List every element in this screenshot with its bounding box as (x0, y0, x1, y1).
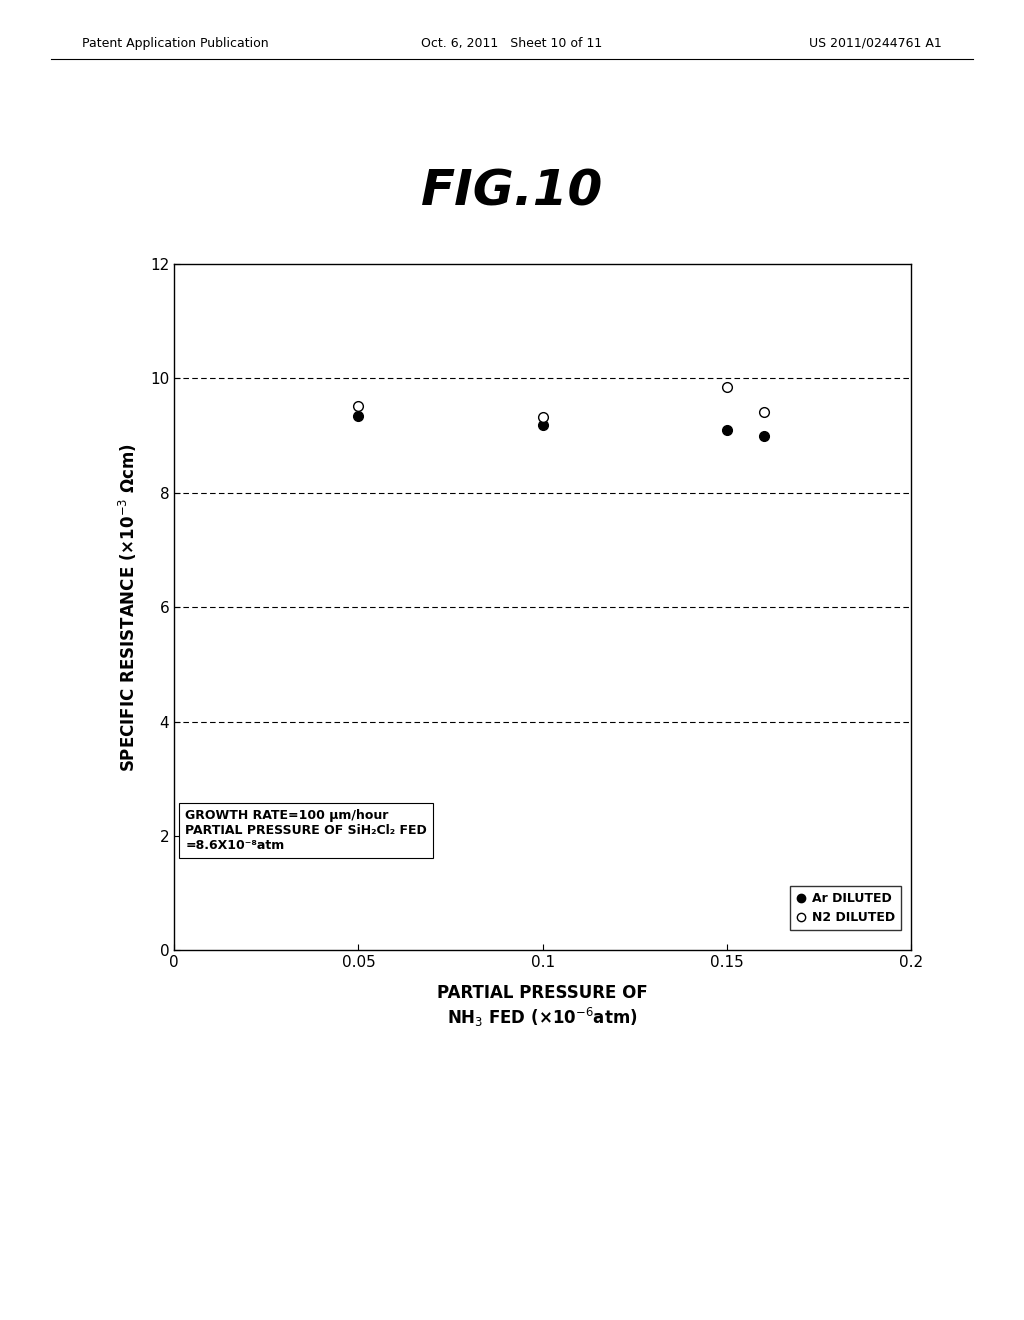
Text: FIG.10: FIG.10 (421, 168, 603, 215)
Text: Patent Application Publication: Patent Application Publication (82, 37, 268, 50)
Text: Oct. 6, 2011   Sheet 10 of 11: Oct. 6, 2011 Sheet 10 of 11 (421, 37, 603, 50)
Text: GROWTH RATE=100 μm/hour
PARTIAL PRESSURE OF SiH₂Cl₂ FED
=8.6X10⁻⁸atm: GROWTH RATE=100 μm/hour PARTIAL PRESSURE… (185, 809, 427, 851)
X-axis label: PARTIAL PRESSURE OF
NH$_3$ FED (×10$^{-6}$atm): PARTIAL PRESSURE OF NH$_3$ FED (×10$^{-6… (437, 985, 648, 1028)
Y-axis label: SPECIFIC RESISTANCE (×10$^{-3}$ Ωcm): SPECIFIC RESISTANCE (×10$^{-3}$ Ωcm) (117, 442, 139, 772)
Legend: Ar DILUTED, N2 DILUTED: Ar DILUTED, N2 DILUTED (790, 886, 901, 931)
Text: US 2011/0244761 A1: US 2011/0244761 A1 (809, 37, 942, 50)
